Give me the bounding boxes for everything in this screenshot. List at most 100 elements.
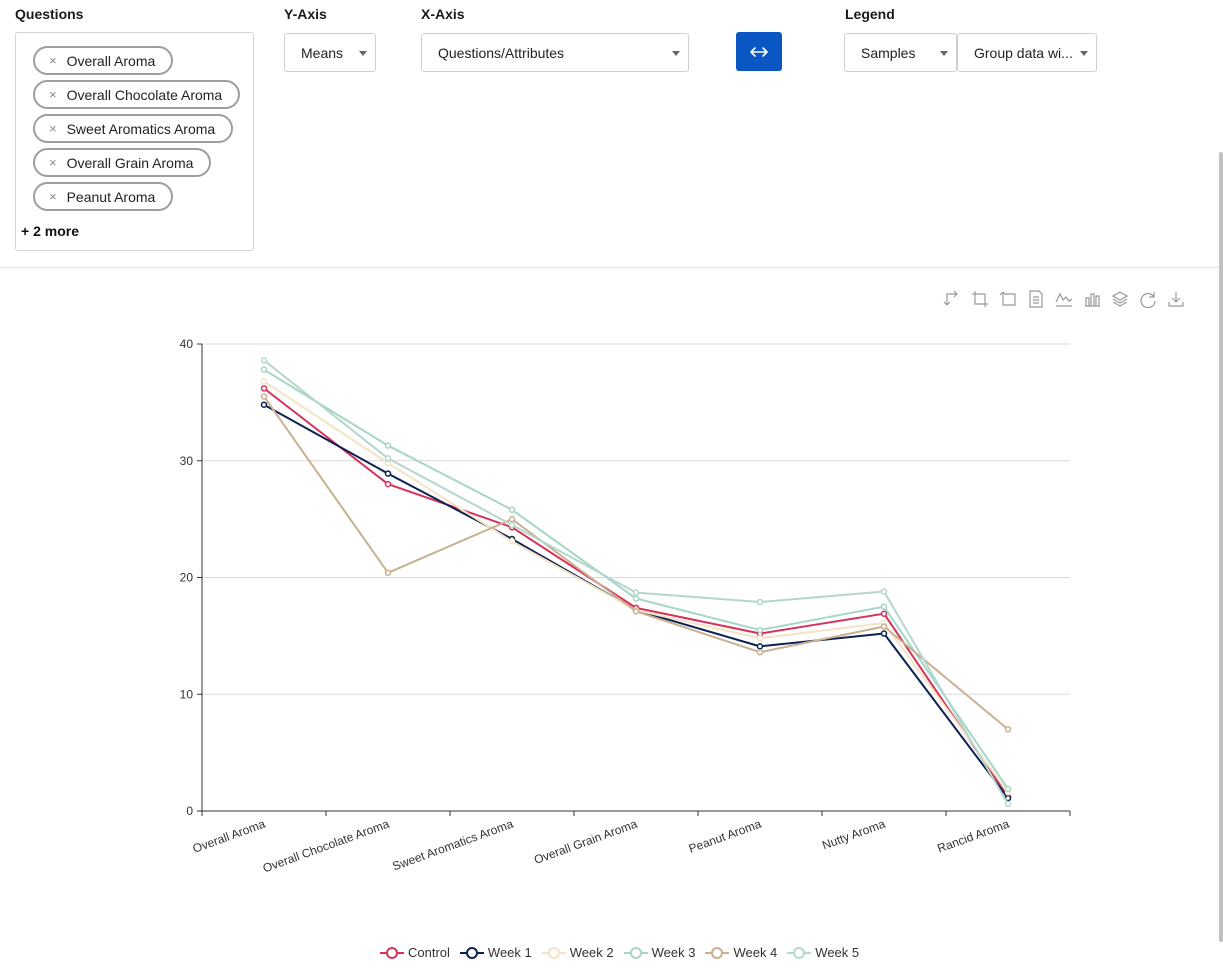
data-point[interactable] bbox=[260, 393, 268, 400]
data-point[interactable] bbox=[880, 603, 888, 610]
chevron-down-icon bbox=[1080, 51, 1088, 56]
data-point[interactable] bbox=[880, 588, 888, 595]
group-data-select[interactable]: Group data wi... bbox=[957, 33, 1097, 72]
data-point[interactable] bbox=[508, 506, 516, 514]
data-point[interactable] bbox=[880, 610, 888, 617]
remove-chip-icon[interactable]: × bbox=[49, 189, 57, 204]
question-chip-label: Overall Chocolate Aroma bbox=[66, 86, 223, 103]
data-point[interactable] bbox=[260, 357, 268, 364]
line-chart-icon[interactable] bbox=[1054, 289, 1074, 309]
crop-alt-icon[interactable] bbox=[998, 289, 1018, 309]
xaxis-select[interactable]: Questions/Attributes bbox=[421, 33, 689, 72]
data-point[interactable] bbox=[260, 385, 268, 392]
data-point[interactable] bbox=[508, 538, 516, 545]
data-point[interactable] bbox=[384, 442, 392, 449]
remove-chip-icon[interactable]: × bbox=[49, 53, 57, 68]
question-chip-label: Peanut Aroma bbox=[66, 188, 156, 205]
questions-label: Questions bbox=[15, 6, 84, 22]
remove-chip-icon[interactable]: × bbox=[49, 155, 57, 170]
question-chip[interactable]: × Peanut Aroma bbox=[33, 182, 174, 211]
legend-item[interactable]: Week 3 bbox=[623, 945, 695, 960]
x-tick-label: Sweet Aromatics Aroma bbox=[391, 817, 516, 874]
remove-chip-icon[interactable]: × bbox=[49, 87, 57, 102]
data-view-icon[interactable] bbox=[1026, 289, 1046, 309]
data-point[interactable] bbox=[260, 378, 268, 385]
legend-marker-icon bbox=[459, 946, 484, 959]
x-tick-label: Peanut Aroma bbox=[687, 817, 764, 856]
question-chip[interactable]: × Overall Aroma bbox=[33, 46, 174, 75]
swap-axes-button[interactable] bbox=[736, 32, 782, 71]
legend-item[interactable]: Week 2 bbox=[541, 945, 614, 960]
series-line bbox=[263, 380, 1009, 793]
x-tick-label: Nutty Aroma bbox=[820, 817, 887, 853]
legend-label: Week 5 bbox=[815, 945, 860, 960]
legend-item[interactable]: Week 1 bbox=[459, 945, 532, 960]
series-line bbox=[263, 359, 1009, 805]
data-point[interactable] bbox=[260, 366, 268, 373]
stack-icon[interactable] bbox=[1110, 289, 1130, 309]
group-data-select-value: Group data wi... bbox=[974, 44, 1073, 61]
x-tick-label: Rancid Aroma bbox=[935, 817, 1011, 856]
data-point[interactable] bbox=[384, 569, 392, 577]
data-point[interactable] bbox=[756, 626, 764, 634]
bar-chart-icon[interactable] bbox=[1082, 289, 1102, 309]
questions-multiselect[interactable]: × Overall Aroma × Overall Chocolate Arom… bbox=[15, 32, 254, 251]
chart-legend: Control Week 1 Week 2 Week 3 Week 4 Week 5 bbox=[380, 945, 859, 960]
question-chip-label: Overall Aroma bbox=[66, 52, 156, 69]
restore-icon[interactable] bbox=[1138, 289, 1158, 309]
legend-label: Week 4 bbox=[733, 945, 778, 960]
yaxis-select-value: Means bbox=[301, 44, 344, 61]
data-point[interactable] bbox=[756, 643, 764, 650]
more-questions-link[interactable]: + 2 more bbox=[21, 223, 79, 239]
download-icon[interactable] bbox=[1166, 289, 1186, 309]
question-chip[interactable]: × Overall Grain Aroma bbox=[33, 148, 212, 177]
crop-icon[interactable] bbox=[970, 289, 990, 309]
data-point[interactable] bbox=[632, 595, 640, 602]
legend-marker-icon bbox=[623, 946, 648, 959]
data-point[interactable] bbox=[384, 470, 392, 477]
data-point[interactable] bbox=[260, 401, 268, 408]
legend-marker-icon bbox=[705, 946, 730, 959]
data-point[interactable] bbox=[880, 623, 888, 630]
xaxis-select-value: Questions/Attributes bbox=[438, 44, 565, 61]
data-point[interactable] bbox=[1004, 800, 1012, 808]
data-point[interactable] bbox=[1004, 726, 1012, 733]
chart-toolbox bbox=[942, 289, 1186, 309]
data-point[interactable] bbox=[756, 648, 764, 656]
section-divider bbox=[0, 267, 1220, 268]
remove-chip-icon[interactable]: × bbox=[49, 121, 57, 136]
data-point[interactable] bbox=[508, 515, 516, 523]
x-tick-label: Overall Chocolate Aroma bbox=[261, 817, 391, 876]
vertical-scrollbar[interactable] bbox=[1219, 152, 1223, 942]
legend-item[interactable]: Week 5 bbox=[787, 945, 859, 960]
x-tick-label: Overall Aroma bbox=[191, 817, 268, 856]
data-point[interactable] bbox=[384, 480, 392, 488]
legend-item[interactable]: Week 4 bbox=[705, 945, 777, 960]
y-tick-label: 30 bbox=[180, 454, 194, 468]
question-chip-label: Sweet Aromatics Aroma bbox=[66, 120, 216, 137]
data-point[interactable] bbox=[880, 630, 888, 637]
data-point[interactable] bbox=[756, 598, 764, 606]
legend-marker-icon bbox=[541, 946, 566, 959]
data-point[interactable] bbox=[384, 455, 392, 462]
data-point[interactable] bbox=[632, 589, 640, 596]
data-point[interactable] bbox=[756, 634, 764, 642]
legend-item[interactable]: Control bbox=[380, 945, 450, 960]
chevron-down-icon bbox=[672, 51, 680, 56]
series-line bbox=[263, 395, 1009, 731]
chevron-down-icon bbox=[359, 51, 367, 56]
swap-arrows-icon bbox=[750, 46, 768, 57]
series-line bbox=[263, 368, 1009, 790]
question-chip[interactable]: × Overall Chocolate Aroma bbox=[33, 80, 241, 109]
rotate-axes-icon[interactable] bbox=[942, 289, 962, 309]
data-point[interactable] bbox=[1004, 785, 1012, 793]
legend-label: Legend bbox=[845, 6, 895, 22]
data-point[interactable] bbox=[508, 521, 516, 529]
y-tick-label: 20 bbox=[180, 571, 194, 585]
question-chip[interactable]: × Sweet Aromatics Aroma bbox=[33, 114, 234, 143]
legend-select[interactable]: Samples bbox=[844, 33, 957, 72]
legend-marker-icon bbox=[380, 946, 404, 959]
data-point[interactable] bbox=[632, 608, 640, 615]
yaxis-select[interactable]: Means bbox=[284, 33, 376, 72]
